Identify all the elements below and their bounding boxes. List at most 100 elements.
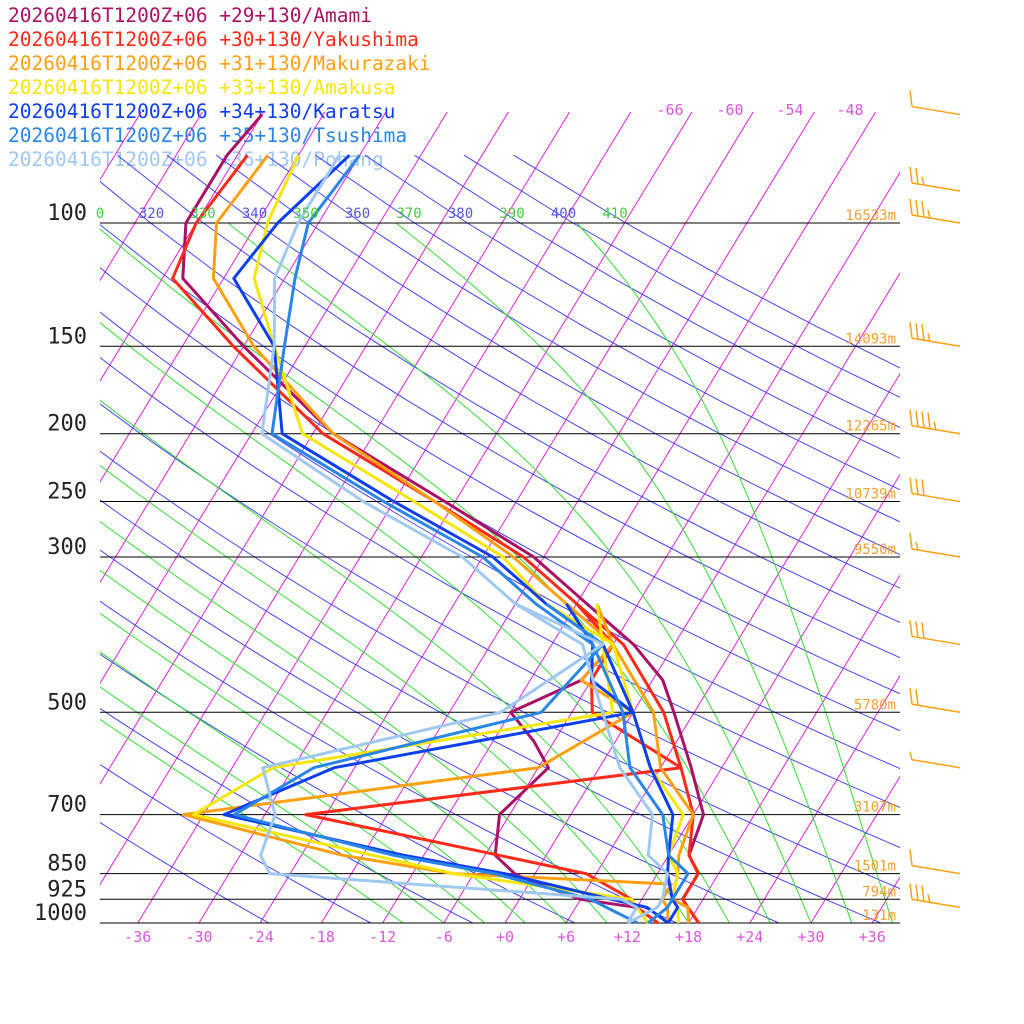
isotherm-line [320, 112, 815, 924]
wind-barb-flag [909, 166, 913, 184]
theta-label: 370 [396, 206, 421, 222]
dry-adiabat [513, 154, 900, 369]
wind-barb-flag [909, 409, 913, 426]
pressure-label: 500 [47, 690, 87, 715]
upper-temperature-label: -54 [776, 101, 803, 119]
wind-barb [909, 409, 961, 435]
isotherm-line [100, 112, 448, 685]
wind-barb-flag [915, 884, 919, 901]
temperature-tick-label: +18 [675, 928, 702, 946]
wind-barb-staff [911, 758, 961, 769]
wind-barb [909, 620, 961, 646]
wind-barb-flag [909, 532, 913, 550]
wind-barb-flag [915, 621, 919, 638]
wind-barb [909, 477, 961, 503]
wind-barb-staff [911, 182, 961, 192]
pressure-label: 200 [47, 412, 87, 437]
dry-adiabat [265, 154, 900, 523]
legend-entry: 20260416T1200Z+06 +34+130/Karatsu [8, 100, 396, 123]
wind-barb-staff [911, 492, 961, 503]
wind-barb [909, 751, 961, 769]
wind-barb-flag [909, 477, 913, 494]
height-label: 794m [862, 884, 896, 900]
wind-barb [909, 532, 961, 558]
isotherm-line [626, 473, 900, 924]
temperature-tick-label: +30 [797, 928, 824, 946]
legend-entry: 20260416T1200Z+06 +31+130/Makurazaki [8, 52, 431, 75]
temperature-tick-label: -24 [247, 928, 274, 946]
theta-label: 0 [96, 206, 104, 222]
wind-barb-staff [911, 337, 961, 348]
wind-barb [909, 322, 961, 348]
isotherm-line [198, 112, 693, 924]
isotherm-line [0, 68, 46, 923]
wind-barb-staff [911, 635, 961, 646]
height-label: 131m [862, 908, 896, 924]
dry-adiabat [100, 356, 900, 809]
temperature-tick-label: +6 [557, 928, 575, 946]
moist-adiabat [576, 222, 894, 924]
height-label: 16533m [845, 208, 896, 224]
wind-barb-staff [911, 548, 961, 558]
wind-barb-flag [927, 333, 931, 342]
wind-barb-flag [915, 323, 919, 340]
wind-barb-flag [927, 412, 931, 429]
dry-adiabat [116, 154, 900, 624]
dry-adiabat [463, 154, 900, 398]
theta-label: 390 [499, 206, 524, 222]
wind-barb-flag [933, 421, 937, 430]
wind-barb-flag [909, 620, 913, 637]
wind-barb-staff [911, 898, 961, 909]
theta-label: 350 [293, 206, 318, 222]
wind-barb-staff [911, 105, 961, 116]
pressure-label: 100 [47, 201, 87, 226]
isotherm-line [259, 112, 754, 924]
isotherm-line [995, 68, 1024, 923]
sounding-profiles [171, 113, 705, 924]
wind-barb-flag [927, 209, 931, 219]
dewpoint-profile [232, 602, 639, 924]
dry-adiabat [166, 154, 900, 589]
isotherm-line [100, 112, 387, 584]
pressure-label: 250 [47, 480, 87, 505]
wind-barb-flag [909, 688, 913, 705]
legend-entry: 20260416T1200Z+06 +33+130/Amakusa [8, 76, 396, 99]
wind-barb-flag [921, 200, 925, 218]
dry-adiabat [100, 549, 780, 924]
wind-barb-flag [909, 849, 913, 866]
wind-barb-flag [915, 478, 919, 495]
wind-barb-staff [911, 214, 961, 224]
temperature-tick-label: -12 [369, 928, 396, 946]
theta-label: 380 [448, 206, 473, 222]
wind-barb-flag [909, 90, 913, 107]
upper-temperature-label: -48 [836, 101, 863, 119]
wind-barb-flag [927, 894, 931, 903]
theta-label: 330 [190, 206, 215, 222]
temperature-tick-label: +12 [614, 928, 641, 946]
theta-label: 410 [602, 206, 627, 222]
wind-barb-flag [915, 410, 919, 427]
dewpoint-profile [259, 602, 639, 924]
upper-temperature-label: -66 [656, 101, 683, 119]
wind-barbs [909, 90, 961, 909]
wind-barb-flag [915, 541, 919, 551]
moist-adiabat [395, 222, 853, 924]
pressure-label: 925 [47, 877, 87, 902]
dry-adiabat [100, 653, 576, 924]
temperature-tick-label: +24 [736, 928, 763, 946]
dry-adiabat [315, 154, 900, 491]
temperature-tick-label: -18 [308, 928, 335, 946]
dry-adiabat [100, 311, 900, 770]
height-label: 3107m [854, 800, 896, 816]
height-label: 9550m [854, 542, 896, 558]
wind-barb-flag [921, 411, 925, 428]
isotherm-line [137, 112, 632, 924]
wind-barb [909, 849, 961, 875]
wind-barb-flag [909, 198, 913, 216]
isotherm-line [100, 112, 265, 383]
wind-barb-flag [909, 883, 913, 900]
wind-barb-flag [909, 751, 913, 760]
wind-barb-flag [915, 199, 919, 217]
theta-label: 320 [139, 206, 164, 222]
